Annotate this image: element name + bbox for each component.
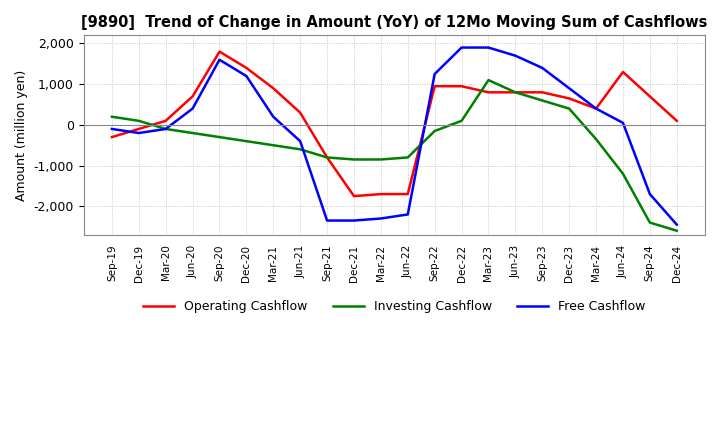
Operating Cashflow	[592, 106, 600, 111]
Free Cashflow	[107, 126, 116, 132]
Operating Cashflow	[538, 90, 546, 95]
Operating Cashflow	[672, 118, 681, 124]
Operating Cashflow	[350, 194, 359, 199]
Operating Cashflow	[511, 90, 520, 95]
Y-axis label: Amount (million yen): Amount (million yen)	[15, 70, 28, 201]
Legend: Operating Cashflow, Investing Cashflow, Free Cashflow: Operating Cashflow, Investing Cashflow, …	[138, 295, 651, 318]
Free Cashflow	[242, 73, 251, 79]
Investing Cashflow	[135, 118, 143, 124]
Free Cashflow	[350, 218, 359, 223]
Free Cashflow	[377, 216, 385, 221]
Operating Cashflow	[296, 110, 305, 115]
Free Cashflow	[592, 106, 600, 111]
Free Cashflow	[296, 139, 305, 144]
Investing Cashflow	[269, 143, 278, 148]
Free Cashflow	[269, 114, 278, 119]
Operating Cashflow	[242, 65, 251, 70]
Free Cashflow	[511, 53, 520, 59]
Investing Cashflow	[403, 155, 412, 160]
Investing Cashflow	[646, 220, 654, 225]
Operating Cashflow	[618, 70, 627, 75]
Investing Cashflow	[565, 106, 574, 111]
Operating Cashflow	[377, 191, 385, 197]
Investing Cashflow	[350, 157, 359, 162]
Investing Cashflow	[242, 139, 251, 144]
Operating Cashflow	[269, 86, 278, 91]
Line: Operating Cashflow: Operating Cashflow	[112, 51, 677, 196]
Investing Cashflow	[538, 98, 546, 103]
Free Cashflow	[618, 120, 627, 125]
Investing Cashflow	[484, 77, 492, 83]
Operating Cashflow	[188, 94, 197, 99]
Operating Cashflow	[161, 118, 170, 124]
Operating Cashflow	[107, 135, 116, 140]
Investing Cashflow	[296, 147, 305, 152]
Free Cashflow	[188, 106, 197, 111]
Free Cashflow	[323, 218, 331, 223]
Free Cashflow	[672, 222, 681, 227]
Operating Cashflow	[323, 155, 331, 160]
Free Cashflow	[646, 191, 654, 197]
Title: [9890]  Trend of Change in Amount (YoY) of 12Mo Moving Sum of Cashflows: [9890] Trend of Change in Amount (YoY) o…	[81, 15, 708, 30]
Operating Cashflow	[403, 191, 412, 197]
Operating Cashflow	[646, 94, 654, 99]
Free Cashflow	[565, 86, 574, 91]
Operating Cashflow	[565, 96, 574, 101]
Investing Cashflow	[457, 118, 466, 124]
Investing Cashflow	[672, 228, 681, 233]
Investing Cashflow	[323, 155, 331, 160]
Free Cashflow	[403, 212, 412, 217]
Free Cashflow	[457, 45, 466, 50]
Free Cashflow	[538, 65, 546, 70]
Free Cashflow	[431, 71, 439, 77]
Operating Cashflow	[484, 90, 492, 95]
Line: Free Cashflow: Free Cashflow	[112, 48, 677, 224]
Investing Cashflow	[161, 126, 170, 132]
Investing Cashflow	[215, 135, 224, 140]
Operating Cashflow	[431, 84, 439, 89]
Free Cashflow	[135, 130, 143, 136]
Investing Cashflow	[431, 128, 439, 134]
Investing Cashflow	[107, 114, 116, 119]
Investing Cashflow	[618, 171, 627, 176]
Investing Cashflow	[592, 136, 600, 142]
Free Cashflow	[161, 126, 170, 132]
Line: Investing Cashflow: Investing Cashflow	[112, 80, 677, 231]
Investing Cashflow	[188, 130, 197, 136]
Operating Cashflow	[135, 126, 143, 132]
Free Cashflow	[484, 45, 492, 50]
Operating Cashflow	[457, 84, 466, 89]
Investing Cashflow	[511, 90, 520, 95]
Free Cashflow	[215, 57, 224, 62]
Operating Cashflow	[215, 49, 224, 54]
Investing Cashflow	[377, 157, 385, 162]
